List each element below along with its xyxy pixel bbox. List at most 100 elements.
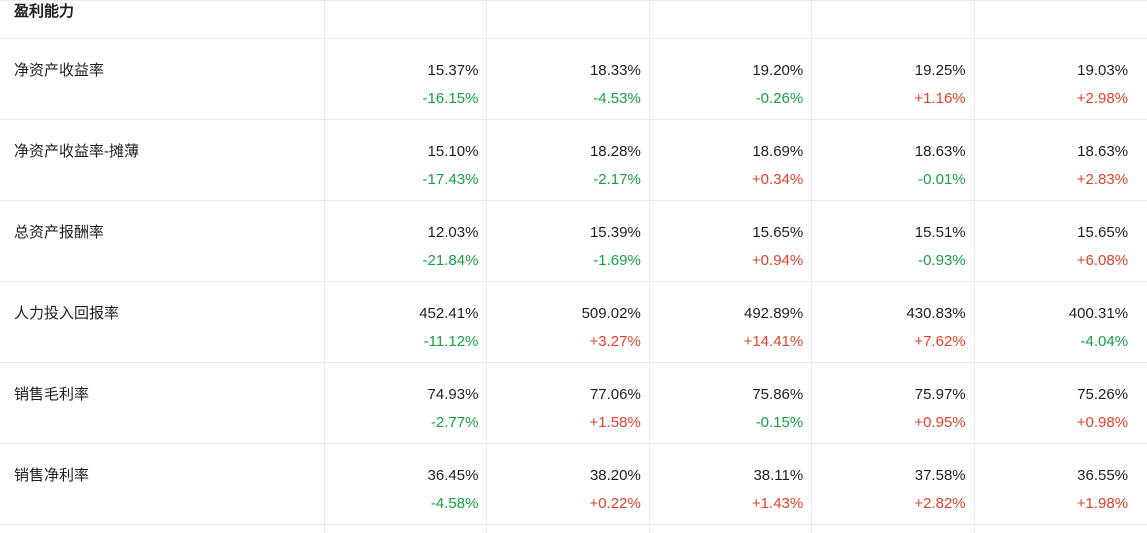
metric-label: 人力投入回报率	[0, 282, 325, 362]
metric-cell: 15.65% +6.08%	[975, 201, 1147, 281]
metric-change: -17.43%	[422, 171, 479, 188]
metric-change: +2.98%	[1076, 90, 1129, 107]
metric-cell: 75.97% +0.95%	[812, 363, 975, 443]
metric-value: 18.63%	[914, 143, 966, 160]
metric-value: 12.03%	[427, 224, 479, 241]
header-cell	[650, 1, 813, 38]
metric-value: 38.20%	[589, 467, 641, 484]
metric-cell: 400.31% -4.04%	[975, 282, 1147, 362]
metric-cell: 12.03% -21.84%	[325, 201, 488, 281]
metric-value: 19.03%	[1077, 62, 1129, 79]
metric-change: +0.95%	[914, 414, 966, 431]
metric-cell: 75.86% -0.15%	[650, 363, 813, 443]
metric-change: +2.83%	[1076, 171, 1129, 188]
metric-value: 36.45%	[427, 467, 479, 484]
metric-change: +1.16%	[914, 90, 966, 107]
metric-change: +3.27%	[589, 333, 641, 350]
table-header-row: 盈利能力	[0, 1, 1147, 39]
metric-value: 77.06%	[589, 386, 641, 403]
metric-cell: 452.41% -11.12%	[325, 282, 488, 362]
metric-cell: 18.69% +0.34%	[650, 120, 813, 200]
metric-value: 19.20%	[752, 62, 804, 79]
partial-cell	[325, 525, 488, 533]
metric-change: +0.22%	[589, 495, 641, 512]
metric-change: +1.43%	[751, 495, 804, 512]
metric-value: 15.37%	[427, 62, 479, 79]
metric-change: +14.41%	[743, 333, 804, 350]
metric-change: +0.98%	[1076, 414, 1129, 431]
metric-cell: 18.28% -2.17%	[487, 120, 650, 200]
metric-change: -0.15%	[755, 414, 804, 431]
header-cell	[975, 1, 1147, 38]
header-cell	[325, 1, 488, 38]
metric-cell: 37.58% +2.82%	[812, 444, 975, 524]
metric-value: 75.97%	[914, 386, 966, 403]
metric-value: 400.31%	[1068, 305, 1129, 322]
metric-label: 净资产收益率	[0, 39, 325, 119]
header-cell	[487, 1, 650, 38]
partial-next-row	[0, 525, 1147, 533]
table-row: 净资产收益率 15.37% -16.15% 18.33% -4.53% 19.2…	[0, 39, 1147, 120]
metric-cell: 430.83% +7.62%	[812, 282, 975, 362]
metric-change: +0.34%	[751, 171, 804, 188]
partial-cell	[650, 525, 813, 533]
metric-cell: 19.25% +1.16%	[812, 39, 975, 119]
metric-value: 15.10%	[427, 143, 479, 160]
metric-cell: 15.65% +0.94%	[650, 201, 813, 281]
metric-label: 净资产收益率-摊薄	[0, 120, 325, 200]
metric-value: 15.65%	[1077, 224, 1129, 241]
metric-change: -16.15%	[422, 90, 479, 107]
table-row: 净资产收益率-摊薄 15.10% -17.43% 18.28% -2.17% 1…	[0, 120, 1147, 201]
metric-cell: 38.20% +0.22%	[487, 444, 650, 524]
metric-cell: 38.11% +1.43%	[650, 444, 813, 524]
metric-cell: 492.89% +14.41%	[650, 282, 813, 362]
metric-label: 销售毛利率	[0, 363, 325, 443]
metric-label: 销售净利率	[0, 444, 325, 524]
metric-change: -0.01%	[918, 171, 966, 188]
table-body: 净资产收益率 15.37% -16.15% 18.33% -4.53% 19.2…	[0, 39, 1147, 525]
metric-cell: 509.02% +3.27%	[487, 282, 650, 362]
metric-change: -2.17%	[593, 171, 641, 188]
metric-value: 509.02%	[581, 305, 641, 322]
metric-cell: 15.10% -17.43%	[325, 120, 488, 200]
metric-value: 430.83%	[906, 305, 966, 322]
metric-value: 18.33%	[589, 62, 641, 79]
metric-change: -4.53%	[593, 90, 641, 107]
metric-change: -21.84%	[422, 252, 479, 269]
metric-value: 75.86%	[752, 386, 804, 403]
metric-value: 38.11%	[753, 467, 804, 484]
metric-value: 18.63%	[1077, 143, 1129, 160]
metric-value: 15.51%	[914, 224, 966, 241]
metric-change: +7.62%	[914, 333, 966, 350]
header-cell	[812, 1, 975, 38]
metric-cell: 18.63% +2.83%	[975, 120, 1147, 200]
metric-change: +2.82%	[914, 495, 966, 512]
section-title: 盈利能力	[0, 1, 325, 38]
metric-cell: 19.20% -0.26%	[650, 39, 813, 119]
metric-cell: 15.37% -16.15%	[325, 39, 488, 119]
metric-cell: 19.03% +2.98%	[975, 39, 1147, 119]
metric-cell: 15.39% -1.69%	[487, 201, 650, 281]
metric-change: -1.69%	[593, 252, 641, 269]
metric-change: -0.26%	[755, 90, 804, 107]
metric-change: -4.04%	[1080, 333, 1129, 350]
metric-value: 19.25%	[914, 62, 966, 79]
metric-value: 18.28%	[589, 143, 641, 160]
metric-change: -4.58%	[430, 495, 479, 512]
metric-cell: 75.26% +0.98%	[975, 363, 1147, 443]
metric-label: 总资产报酬率	[0, 201, 325, 281]
partial-cell	[487, 525, 650, 533]
metric-change: -2.77%	[430, 414, 479, 431]
table-row: 销售净利率 36.45% -4.58% 38.20% +0.22% 38.11%…	[0, 444, 1147, 525]
partial-cell	[812, 525, 975, 533]
metric-value: 75.26%	[1077, 386, 1129, 403]
metric-value: 36.55%	[1077, 467, 1129, 484]
metric-change: -0.93%	[918, 252, 966, 269]
metric-value: 74.93%	[427, 386, 479, 403]
metric-value: 18.69%	[752, 143, 804, 160]
metric-change: +6.08%	[1076, 252, 1129, 269]
metric-change: -11.12%	[423, 333, 479, 350]
metric-cell: 15.51% -0.93%	[812, 201, 975, 281]
table-row: 销售毛利率 74.93% -2.77% 77.06% +1.58% 75.86%…	[0, 363, 1147, 444]
